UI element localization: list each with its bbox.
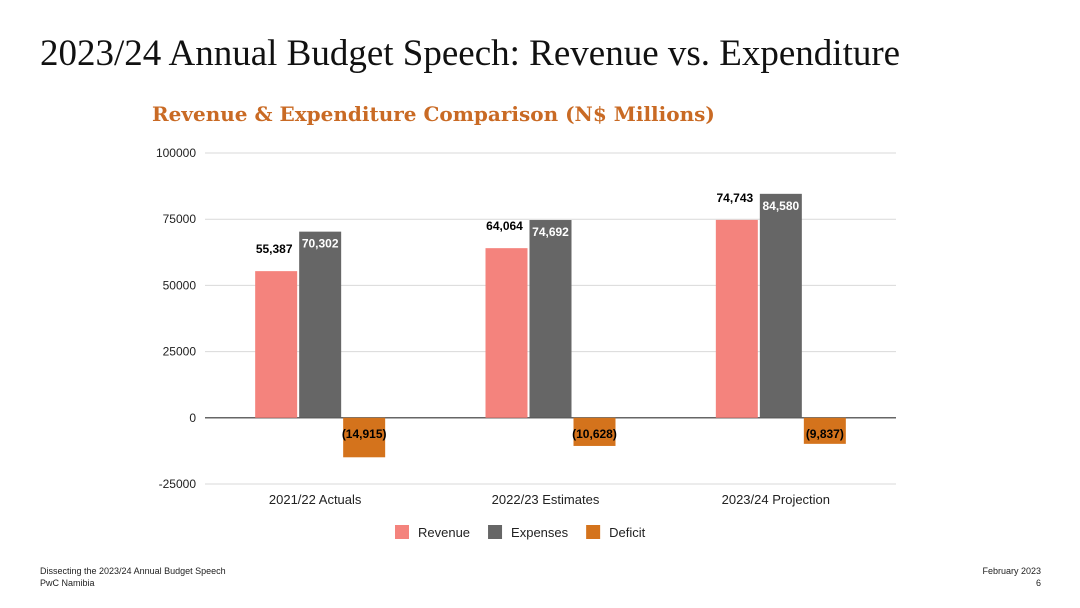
y-tick-label: 100000 bbox=[156, 146, 196, 160]
bar-expenses bbox=[529, 220, 572, 418]
legend-swatch-expenses bbox=[488, 525, 503, 539]
x-category-label: 2021/22 Actuals bbox=[269, 492, 362, 507]
legend-label-revenue: Revenue bbox=[418, 525, 470, 540]
page-number: 6 bbox=[1035, 578, 1041, 588]
legend: Revenue Expenses Deficit bbox=[395, 525, 646, 540]
bars bbox=[255, 193, 846, 458]
data-label-deficit: (9,837) bbox=[806, 427, 844, 441]
bar-deficit bbox=[343, 417, 386, 458]
footer-company: PwC Namibia bbox=[40, 578, 95, 588]
y-tick-label: 0 bbox=[189, 411, 196, 425]
footer-left: Dissecting the 2023/24 Annual Budget Spe… bbox=[40, 565, 226, 589]
bar-revenue bbox=[715, 219, 758, 418]
y-tick-label: 75000 bbox=[163, 212, 197, 226]
data-label-revenue: 74,743 bbox=[716, 191, 753, 205]
data-label-deficit: (10,628) bbox=[572, 427, 617, 441]
data-label-deficit: (14,915) bbox=[342, 427, 387, 441]
legend-label-deficit: Deficit bbox=[609, 525, 646, 540]
footer-presentation-name: Dissecting the 2023/24 Annual Budget Spe… bbox=[40, 566, 226, 576]
x-category-label: 2023/24 Projection bbox=[722, 492, 830, 507]
y-tick-label: 25000 bbox=[163, 345, 197, 359]
bar-deficit bbox=[573, 417, 616, 446]
bar-revenue bbox=[485, 248, 528, 418]
legend-label-expenses: Expenses bbox=[511, 525, 569, 540]
bar-revenue bbox=[255, 271, 298, 418]
data-label-expenses: 70,302 bbox=[302, 237, 339, 251]
y-tick-label: -25000 bbox=[159, 477, 197, 491]
footer-date: February 2023 bbox=[982, 566, 1041, 576]
bar-deficit bbox=[803, 417, 846, 444]
data-label-revenue: 64,064 bbox=[486, 219, 523, 233]
x-category-label: 2022/23 Estimates bbox=[492, 492, 600, 507]
data-label-expenses: 74,692 bbox=[532, 225, 569, 239]
footer-right: February 2023 6 bbox=[982, 565, 1041, 589]
legend-swatch-deficit bbox=[586, 525, 601, 539]
y-tick-label: 50000 bbox=[163, 278, 197, 292]
data-label-revenue: 55,387 bbox=[256, 242, 293, 256]
chart-title: Revenue & Expenditure Comparison (N$ Mil… bbox=[152, 102, 715, 126]
data-label-expenses: 84,580 bbox=[762, 199, 799, 213]
bar-expenses bbox=[299, 231, 342, 418]
slide-title: 2023/24 Annual Budget Speech: Revenue vs… bbox=[40, 33, 901, 74]
x-axis-categories: 2021/22 Actuals 2022/23 Estimates 2023/24 … bbox=[269, 492, 830, 507]
y-axis-ticks: 100000 75000 50000 25000 0 -25000 bbox=[156, 146, 196, 491]
bar-expenses bbox=[759, 193, 802, 418]
data-labels: 55,387 70,302 (14,915) 64,064 74,692 (10,628)… bbox=[256, 191, 844, 441]
legend-swatch-revenue bbox=[395, 525, 409, 539]
